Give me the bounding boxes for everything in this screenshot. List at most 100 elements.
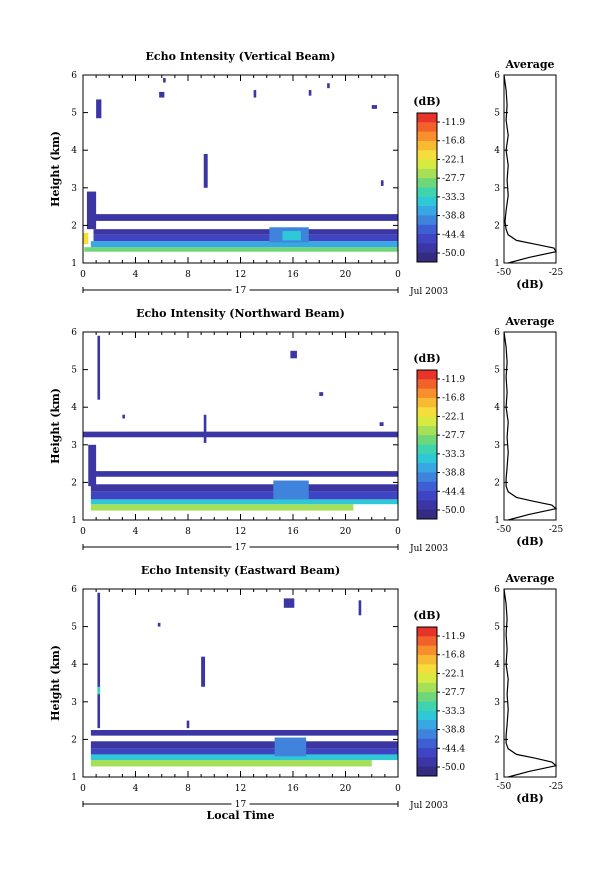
colorbar-swatch [417, 766, 437, 777]
colorbar-swatch [417, 159, 437, 170]
colorbar-swatch [417, 509, 437, 520]
echo-cell [273, 480, 309, 500]
colorbar-label: -11.9 [442, 375, 465, 385]
x-tick-label: 0 [80, 527, 86, 537]
day-label-bg [231, 798, 250, 808]
average-y-tick-label: 1 [494, 516, 500, 526]
colorbar-swatch [417, 370, 437, 380]
colorbar-swatch [417, 243, 437, 254]
colorbar-swatch [417, 748, 437, 758]
colorbar-swatch [417, 757, 437, 768]
average-x-tick-label: -50 [497, 525, 512, 535]
panel-1: Echo Intensity (Vertical Beam)123456Heig… [49, 50, 564, 297]
colorbar-label: -44.4 [442, 230, 465, 240]
colorbar-swatch [417, 215, 437, 226]
colorbar-swatch [417, 481, 437, 492]
echo-cell [90, 760, 372, 767]
y-tick-label: 2 [71, 735, 77, 745]
x-tick-label: 12 [235, 270, 246, 280]
echo-cell [253, 90, 257, 98]
colorbar-swatch [417, 435, 437, 445]
y-axis-label: Height (km) [49, 131, 62, 207]
echo-cell [90, 484, 398, 492]
colorbar-swatch [417, 645, 437, 656]
x-tick-label: 4 [133, 270, 139, 280]
echo-cell [97, 686, 101, 695]
colorbar-label: -16.8 [442, 394, 465, 404]
colorbar-label: -50.0 [442, 763, 465, 773]
colorbar-swatch [417, 234, 437, 244]
average-y-tick-label: 4 [494, 146, 500, 156]
y-axis-label: Height (km) [49, 645, 62, 721]
y-axis-label: Height (km) [49, 388, 62, 464]
average-x-tick-label: -25 [549, 782, 564, 792]
x-tick-label: 4 [133, 784, 139, 794]
colorbar-label: -22.1 [442, 155, 465, 165]
x-axis-label: Local Time [207, 809, 275, 822]
echo-cell [290, 350, 297, 359]
average-profile-line [503, 331, 558, 521]
x-tick-label: 0 [395, 784, 401, 794]
x-tick-label: 16 [287, 270, 299, 280]
colorbar-swatch [417, 636, 437, 647]
colorbar-swatch [417, 196, 437, 207]
colorbar-label: -11.9 [442, 632, 465, 642]
echo-cell [84, 247, 398, 252]
colorbar-swatch [417, 444, 437, 455]
echo-cell [358, 600, 362, 616]
echo-cell [90, 241, 398, 248]
colorbar-label: -50.0 [442, 506, 465, 516]
average-y-tick-label: 1 [494, 259, 500, 269]
colorbar-label: -33.3 [442, 450, 465, 460]
colorbar-swatch [417, 710, 437, 721]
echo-cell [90, 504, 354, 511]
colorbar-swatch [417, 453, 437, 464]
y-tick-label: 3 [71, 184, 77, 194]
y-tick-label: 2 [71, 478, 77, 488]
echo-cell [90, 499, 398, 505]
colorbar-swatch [417, 425, 437, 436]
average-y-tick-label: 6 [494, 71, 500, 81]
average-frame [503, 331, 557, 521]
x-tick-label: 0 [80, 270, 86, 280]
echo-cell [96, 99, 102, 119]
colorbar-label: -33.3 [442, 707, 465, 717]
colorbar-label: -38.8 [442, 469, 465, 479]
colorbar-swatch [417, 224, 437, 235]
y-tick-label: 6 [71, 328, 77, 338]
y-tick-label: 1 [71, 259, 77, 269]
echo-cell [283, 598, 295, 608]
average-y-tick-label: 3 [494, 184, 500, 194]
echo-cell [274, 737, 307, 757]
colorbar-swatch [417, 673, 437, 684]
day-label-bg [231, 541, 250, 551]
colorbar-swatch [417, 416, 437, 427]
x-tick-label: 0 [80, 784, 86, 794]
echo-cell [282, 231, 301, 241]
echo-cell [163, 78, 166, 83]
echo-cell [371, 105, 377, 109]
echo-cell [159, 91, 165, 98]
average-title: Average [504, 572, 554, 585]
x-tick-label: 12 [235, 527, 246, 537]
panel-title: Echo Intensity (Vertical Beam) [145, 50, 335, 63]
x-tick-label: 16 [287, 784, 299, 794]
average-x-tick-label: -50 [497, 782, 512, 792]
colorbar-swatch [417, 131, 437, 142]
echo-cell [83, 431, 398, 438]
colorbar-label: -22.1 [442, 669, 465, 679]
average-y-tick-label: 2 [494, 735, 500, 745]
day-label: 17 [235, 286, 247, 296]
day-label: 17 [235, 543, 247, 553]
x-tick-label: 0 [395, 527, 401, 537]
average-y-tick-label: 5 [494, 366, 500, 376]
colorbar-label: -44.4 [442, 744, 465, 754]
colorbar-swatch [417, 178, 437, 188]
colorbar-swatch [417, 113, 437, 123]
average-y-tick-label: 6 [494, 328, 500, 338]
average-frame [503, 74, 557, 264]
average-frame [503, 588, 557, 778]
echo-cell [90, 748, 398, 755]
average-x-label: (dB) [516, 792, 543, 805]
